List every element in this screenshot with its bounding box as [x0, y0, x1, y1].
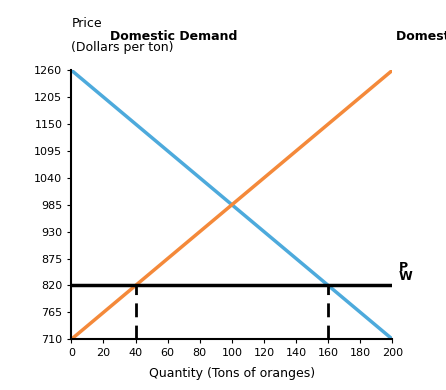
Text: P: P — [399, 261, 408, 275]
Text: (Dollars per ton): (Dollars per ton) — [71, 41, 174, 54]
Text: Price: Price — [71, 17, 102, 30]
Text: Domestic Supply: Domestic Supply — [396, 30, 446, 43]
X-axis label: Quantity (Tons of oranges): Quantity (Tons of oranges) — [149, 367, 315, 379]
Text: Domestic Demand: Domestic Demand — [110, 30, 237, 43]
Text: W: W — [399, 270, 413, 284]
